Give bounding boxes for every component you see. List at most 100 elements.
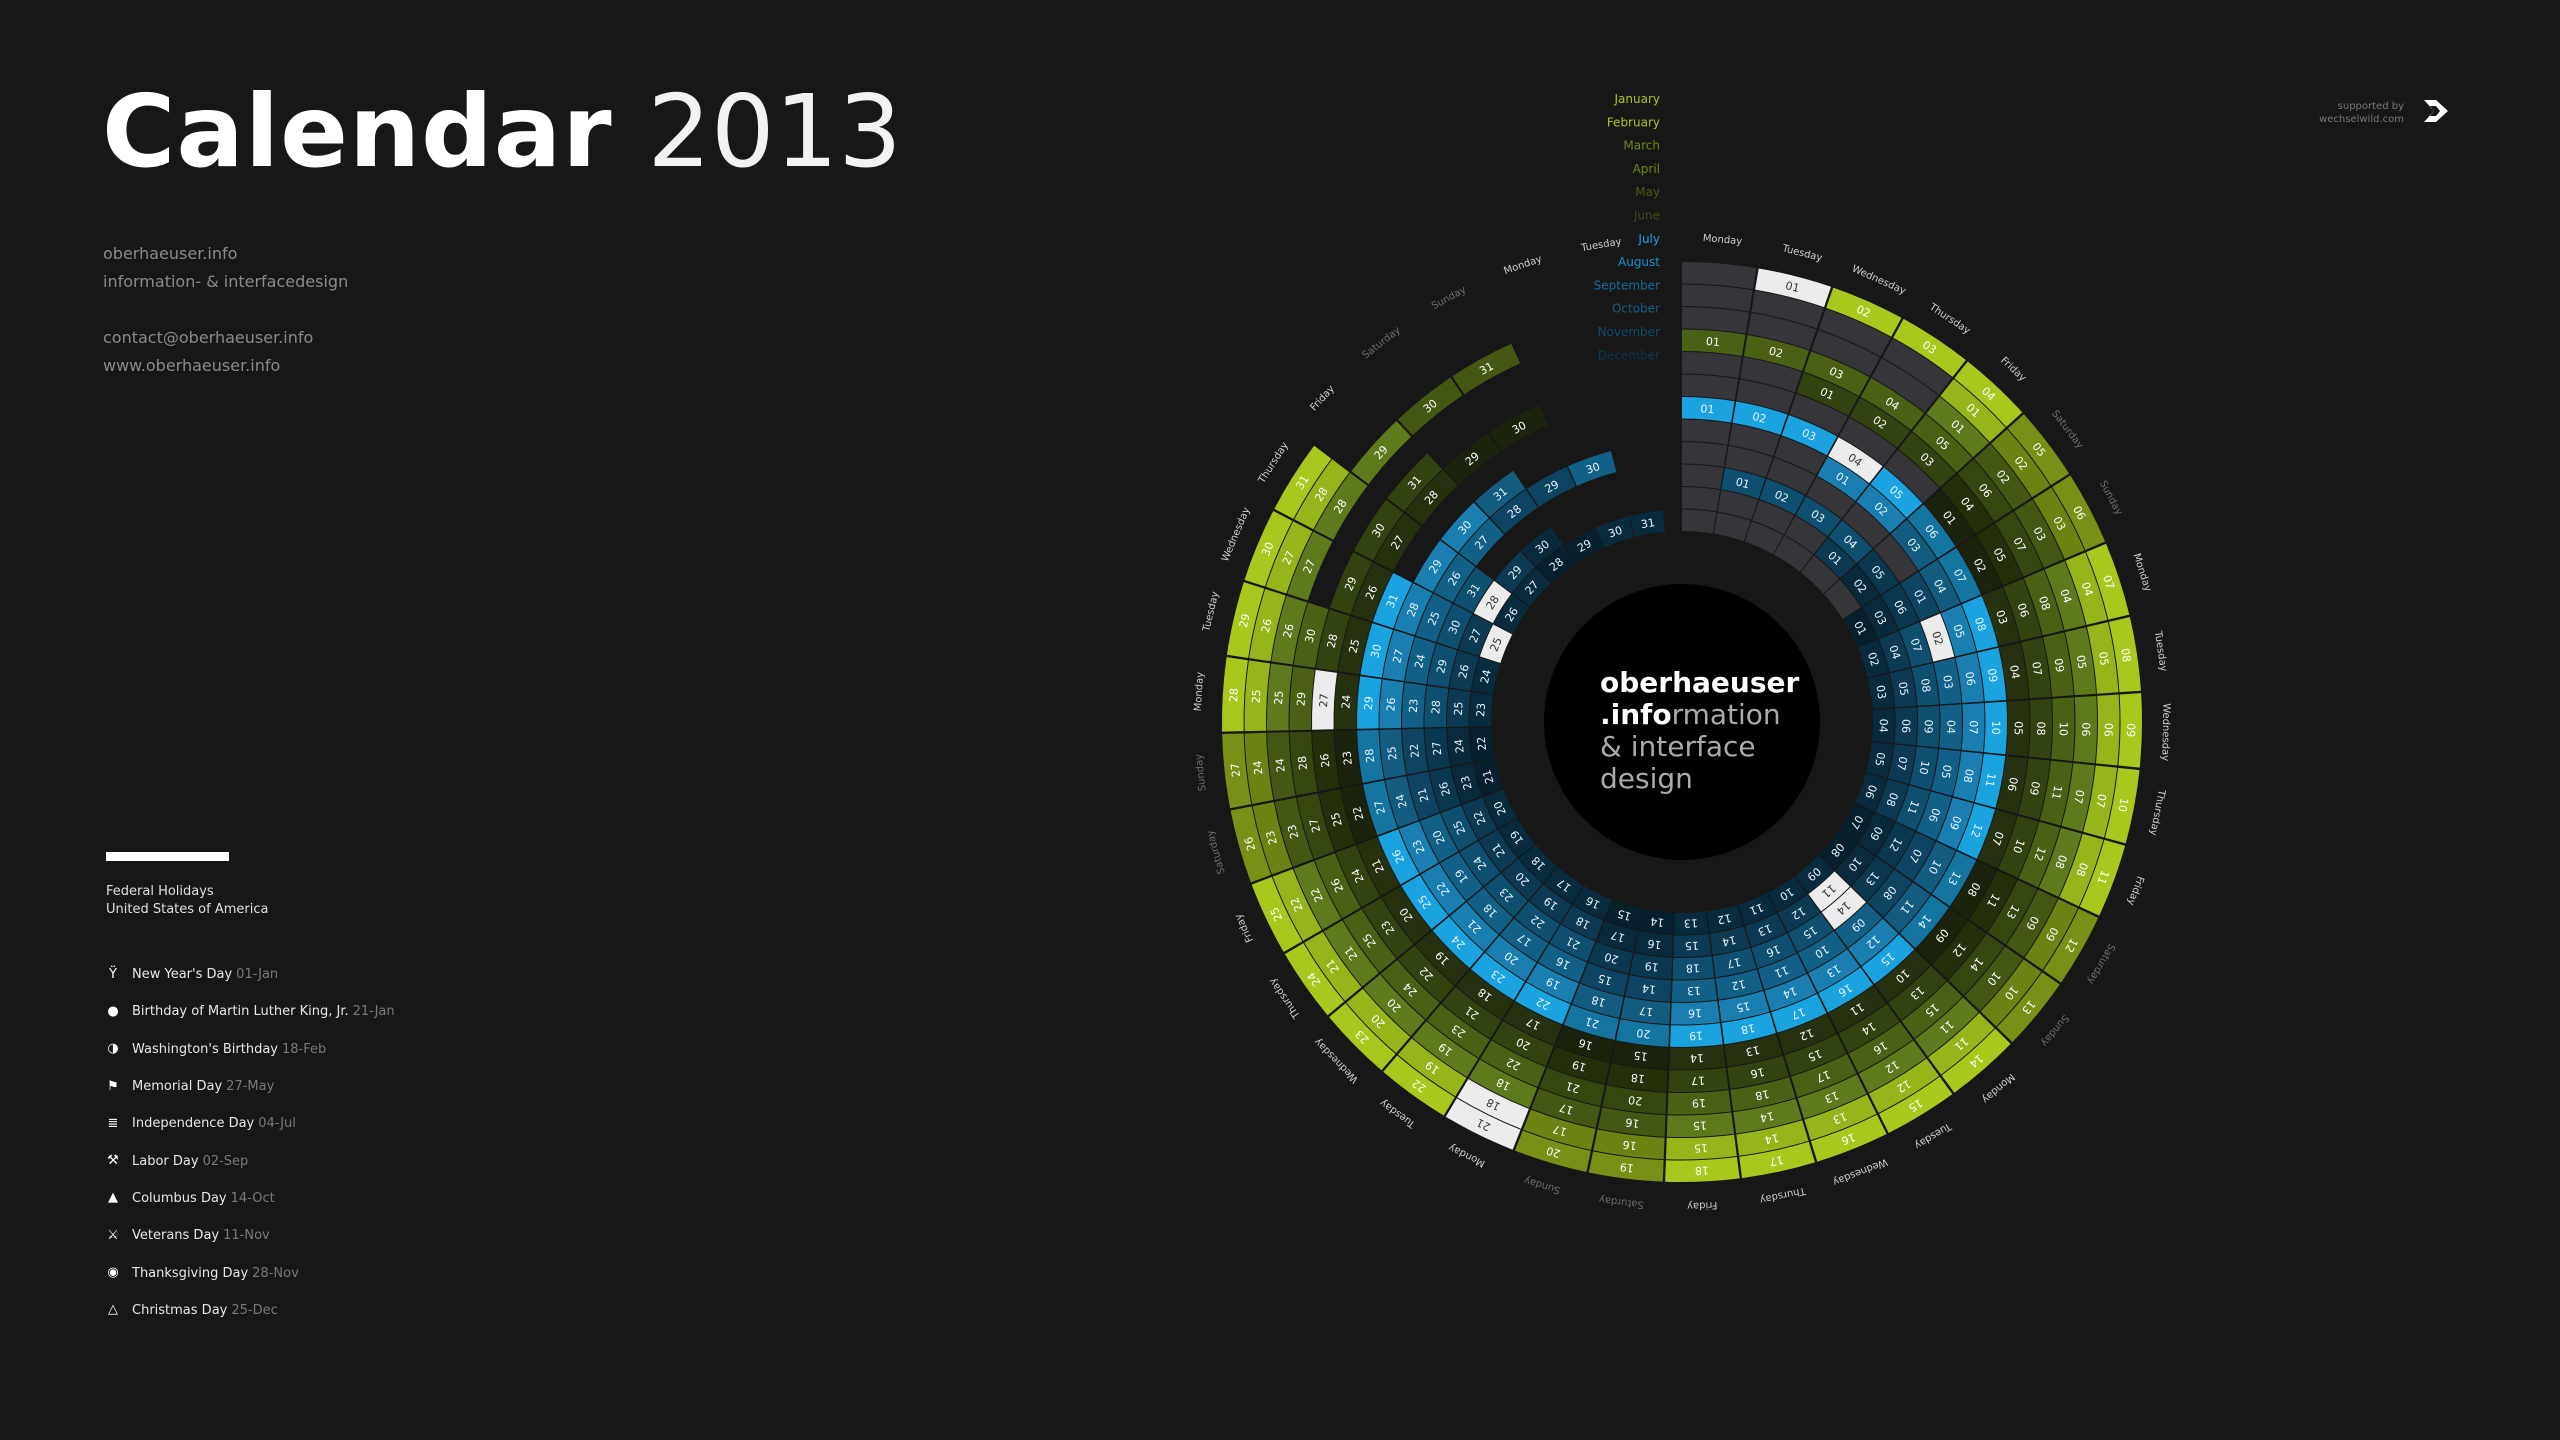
day-number: 03 [1808, 507, 1827, 526]
day-number: 08 [1965, 880, 1983, 899]
day-cell [1289, 731, 1318, 796]
holiday-name: New Year's Day [132, 967, 233, 983]
day-cell [1230, 806, 1272, 883]
day-number: 18 [1695, 1164, 1710, 1178]
day-cell [1733, 1098, 1802, 1134]
day-number: 12 [1730, 977, 1746, 993]
day-number: 14 [1781, 984, 1799, 1001]
day-number: 22 [1534, 994, 1552, 1012]
day-cell [1415, 931, 1469, 986]
month-ring-june: 01 02 03 04 05 06 07 08 09 10 11 12 13 14 15 16 17 18 19 20… [1334, 374, 2030, 1070]
day-cell [1791, 1054, 1857, 1098]
day-cell [1682, 329, 1746, 356]
month-ring-march: 01 02 03 04 05 06 07 08 09 10 11 12 13 14 15 16 17 18 19 20… [1267, 307, 2097, 1137]
weekday-label: Monday [1979, 1071, 2016, 1105]
day-cell [1867, 869, 1912, 917]
empty-cell [1682, 487, 1720, 512]
day-cell [1405, 636, 1436, 685]
day-cell [1916, 791, 1952, 840]
day-number: 08 [2118, 647, 2133, 663]
day-cell [1413, 540, 1458, 592]
day-number: 06 [2102, 723, 2115, 737]
empty-cell [1744, 521, 1784, 555]
day-cell [1498, 818, 1535, 858]
day-number: 03 [1800, 426, 1818, 444]
day-number: 22 [1288, 895, 1306, 913]
site-name: oberhaeuser.info [103, 244, 238, 263]
day-cell [1900, 571, 1940, 621]
empty-cell [1682, 464, 1724, 490]
day-number: 27 [1388, 533, 1406, 552]
wechselwild-logo-icon[interactable] [2420, 96, 2452, 126]
day-cell [1539, 1067, 1605, 1106]
day-cell [2118, 693, 2142, 768]
hammer-icon: ⚒ [107, 1153, 119, 1169]
day-cell [1920, 613, 1955, 662]
month-label-january: January [1614, 92, 1661, 106]
empty-cell [1767, 457, 1816, 495]
day-cell [1296, 793, 1335, 859]
day-cell [1447, 727, 1473, 767]
day-number: 11 [2094, 869, 2111, 887]
day-cell [2073, 695, 2097, 764]
weekday-label: Thursday [1256, 440, 1291, 486]
day-number: 05 [1872, 751, 1887, 767]
day-number: 30 [1607, 524, 1625, 541]
legend-heading: Federal Holidays United States of Americ… [106, 883, 268, 919]
day-cell [1357, 676, 1382, 729]
empty-cell [1682, 284, 1753, 312]
day-number: 30 [1303, 628, 1319, 645]
day-cell [1961, 703, 1985, 753]
day-cell [1743, 334, 1810, 372]
day-cell [1543, 867, 1584, 904]
day-number: 09 [1922, 719, 1935, 733]
contact-email[interactable]: contact@oberhaeuser.info [103, 328, 314, 347]
day-cell [1401, 875, 1449, 930]
day-number: 27 [1307, 817, 1323, 834]
us-flag-icon: ≣ [107, 1115, 119, 1131]
day-cell [1445, 1098, 1521, 1150]
month-ring-december: 0102030405060708091011121314151617181920… [1469, 509, 1895, 935]
day-number: 16 [1749, 1065, 1765, 1081]
turkey-icon: ◉ [107, 1265, 119, 1281]
day-number: 07 [1967, 720, 1980, 734]
day-cell [1501, 858, 1543, 900]
day-cell [1251, 876, 1303, 952]
website-link[interactable]: www.oberhaeuser.info [103, 356, 281, 375]
holiday-item: ▲ Columbus Day 14-Oct [106, 1180, 395, 1217]
month-label-july: July [1637, 232, 1660, 246]
day-cell [1602, 1085, 1667, 1115]
day-number: 10 [1925, 858, 1943, 877]
sponsor-credit: supported by wechselwild.com [2300, 100, 2404, 126]
month-label-march: March [1623, 139, 1660, 153]
day-cell [1889, 668, 1917, 708]
day-cell [1479, 624, 1513, 663]
month-ring-september: 01 02 03 04 05 06 07 08 09 10 11 12 13 14 15 16 17 18 19 20… [1401, 442, 1963, 1002]
day-number: 08 [1961, 768, 1976, 784]
day-cell [1252, 802, 1293, 875]
day-number: 19 [1644, 959, 1659, 974]
day-number: 07 [2029, 661, 2044, 677]
day-cell [2024, 569, 2064, 636]
day-cell [1274, 445, 1332, 519]
day-number: 12 [1716, 911, 1732, 927]
day-cell [1267, 663, 1293, 731]
page-title: Calendar 2013 [102, 82, 902, 182]
day-number: 27 [1301, 558, 1318, 576]
day-cell [1875, 779, 1909, 821]
holiday-name: Columbus Day [132, 1190, 227, 1206]
day-cell [1896, 785, 1931, 831]
sponsor-line2[interactable]: wechselwild.com [2319, 114, 2404, 125]
day-number: 26 [1281, 623, 1297, 640]
day-cell [1890, 519, 1937, 571]
day-number: 23 [1458, 774, 1474, 791]
day-number: 01 [1705, 335, 1720, 349]
day-cell [1503, 1001, 1562, 1046]
day-cell [1334, 730, 1362, 788]
day-cell [1857, 549, 1899, 595]
day-number: 07 [2071, 789, 2086, 805]
day-number: 09 [2052, 657, 2067, 673]
day-cell [1287, 531, 1333, 601]
day-number: 20 [1514, 1035, 1532, 1053]
day-number: 24 [1349, 866, 1367, 884]
